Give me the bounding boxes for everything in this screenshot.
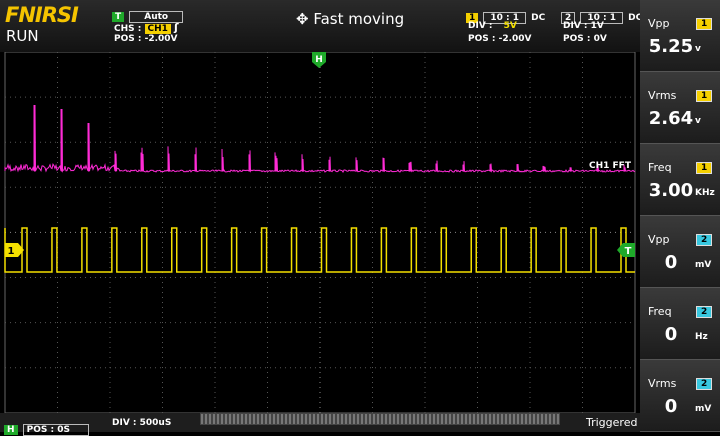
measurement-unit: v (695, 44, 701, 54)
measurement-label: Vrms (648, 377, 677, 390)
measurement-channel: 2 (696, 306, 713, 318)
trigger-row: T Auto (112, 4, 184, 23)
measurement-label: Vpp (648, 233, 670, 246)
fft-trace (4, 104, 636, 173)
source-label: CHS : (114, 24, 142, 34)
measurement-value: 0 (664, 396, 678, 417)
grid (5, 52, 635, 413)
run-status[interactable]: RUN (6, 27, 39, 45)
trigger-marker[interactable] (617, 243, 635, 257)
ch1-row: 1 10 : 1 DC (466, 5, 545, 24)
ch1-coupling: DC (531, 13, 546, 23)
ch2-probe[interactable]: 10 : 1 (580, 12, 624, 24)
measurement-label: Freq (648, 305, 672, 318)
title: ✥ Fast moving (296, 10, 405, 28)
source-row: CHS : CH1 ʃ (114, 21, 179, 34)
fft-label: CH1 FFT (589, 161, 632, 171)
measurement[interactable]: Vpp 2 0 mV (640, 216, 720, 288)
measurement[interactable]: Freq 2 0 Hz (640, 288, 720, 360)
trigger-edge: ʃ (174, 21, 179, 34)
measurement-channel: 2 (696, 378, 713, 390)
measurement-unit: KHz (695, 188, 715, 198)
ch2-div: DIV : 1V (563, 21, 604, 31)
ch1-div-value: 5V (503, 21, 517, 31)
measurement-value: 3.00 (648, 180, 694, 201)
trigger-marker-text: T (625, 246, 632, 257)
ch2-number[interactable]: 2 (561, 12, 576, 24)
logo: FNIRSI (5, 3, 79, 27)
measurement-value: 0 (664, 324, 678, 345)
trigger-pos: POS : -2.00V (114, 34, 178, 44)
measurement-channel: 2 (696, 234, 713, 246)
measurement[interactable]: Vpp 1 5.25 v (640, 0, 720, 72)
h-marker-text: H (315, 55, 323, 65)
measurement-value: 0 (664, 252, 678, 273)
measurement-label: Freq (648, 161, 672, 174)
measurement[interactable]: Vrms 1 2.64 v (640, 72, 720, 144)
footer-h: H POS : 0S (4, 417, 89, 436)
measurement-channel: 1 (696, 90, 713, 102)
trigger-status: Triggered (586, 416, 638, 429)
measurement-label: Vpp (648, 17, 670, 30)
plot-area: CH1 FFT H 1 T (4, 52, 636, 413)
ch2-pos: POS : 0V (563, 34, 607, 44)
ch1-trace (4, 227, 635, 273)
measurement-label: Vrms (648, 89, 677, 102)
measurement-value: 5.25 (648, 36, 694, 57)
h-div: DIV : 500uS (112, 418, 172, 428)
footer-ruler (200, 413, 560, 425)
measurement-unit: v (695, 116, 701, 126)
measurement-unit: mV (695, 404, 712, 414)
h-badge: H (4, 425, 18, 435)
ch2-row: 2 10 : 1 DC (561, 5, 642, 24)
source-channel[interactable]: CH1 (144, 24, 171, 34)
measurement[interactable]: Vrms 2 0 mV (640, 360, 720, 432)
top-bar: FNIRSI RUN T Auto CHS : CH1 ʃ POS : -2.0… (0, 0, 642, 52)
bottom-bar: H POS : 0S DIV : 500uS Triggered (0, 413, 640, 436)
measurement-channel: 1 (696, 18, 713, 30)
measurement-unit: mV (695, 260, 712, 270)
h-marker[interactable] (312, 52, 326, 68)
measurement-value: 2.64 (648, 108, 694, 129)
ch1-number[interactable]: 1 (466, 13, 479, 23)
h-pos[interactable]: POS : 0S (22, 424, 89, 436)
measurement-channel: 1 (696, 162, 713, 174)
ch1-div: DIV : 5V (468, 21, 517, 31)
trigger-badge: T (112, 12, 125, 22)
measurement-unit: Hz (695, 332, 708, 342)
measurement-panel: Vpp 1 5.25 v Vrms 1 2.64 v Freq 1 3.00 KHz Vpp 2 0 mV Fr… (640, 0, 720, 432)
trigger-mode[interactable]: Auto (129, 11, 184, 23)
ch1-marker-text: 1 (8, 246, 15, 257)
ch1-marker[interactable] (5, 243, 24, 257)
measurement[interactable]: Freq 1 3.00 KHz (640, 144, 720, 216)
ch1-div-label: DIV : (468, 21, 493, 31)
ch1-probe[interactable]: 10 : 1 (483, 12, 527, 24)
ch1-pos: POS : -2.00V (468, 34, 532, 44)
ch2-coupling: DC (628, 13, 643, 23)
